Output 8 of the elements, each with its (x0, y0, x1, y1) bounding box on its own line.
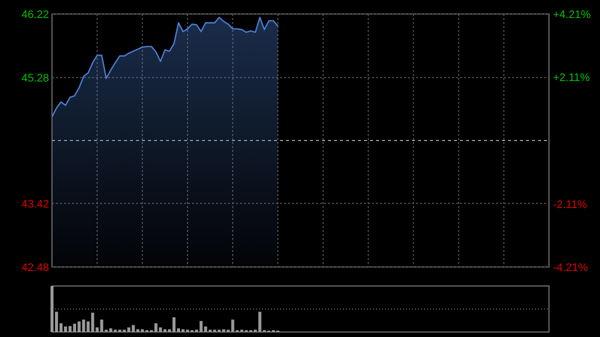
y-tick-label: 43.42 (21, 198, 49, 210)
y-tick-label: 46.22 (21, 8, 49, 21)
y2-tick-label: +2.11% (553, 72, 590, 84)
y2-tick-label: -4.21% (553, 262, 588, 274)
y-tick-label: 45.28 (21, 72, 49, 84)
y-tick-label: 42.48 (21, 262, 49, 274)
y2-tick-label: +4.21% (553, 8, 591, 21)
y2-tick-label: -2.11% (553, 198, 588, 211)
